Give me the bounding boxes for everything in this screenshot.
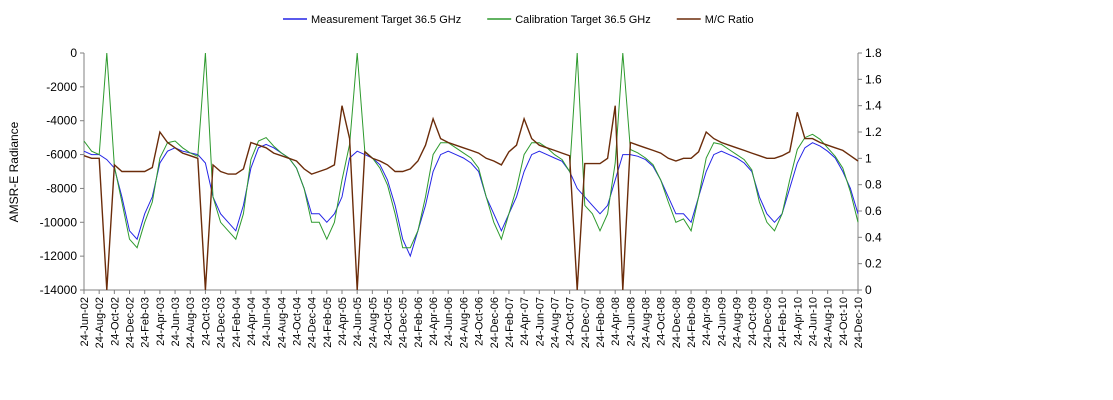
x-tick-label: 24-Dec-08 xyxy=(671,297,683,348)
x-tick-label: 24-Dec-05 xyxy=(398,297,410,348)
x-tick-label: 24-Oct-06 xyxy=(474,297,486,346)
x-tick-label: 24-Feb-03 xyxy=(140,297,152,348)
x-tick-label: 24-Apr-06 xyxy=(428,297,440,346)
series-line xyxy=(83,105,859,291)
y-tick-label: -8000 xyxy=(46,181,77,195)
y-tick-label: -12000 xyxy=(40,249,78,263)
x-tick-label: 24-Aug-06 xyxy=(458,297,470,348)
y-tick-label: -4000 xyxy=(46,114,77,128)
x-tick-label: 24-Apr-04 xyxy=(246,297,258,346)
y2-tick-label: 1 xyxy=(865,151,872,165)
y-tick-label: -14000 xyxy=(40,283,78,297)
x-tick-label: 24-Oct-02 xyxy=(109,297,121,346)
x-tick-label: 24-Dec-09 xyxy=(762,297,774,348)
x-tick-label: 24-Jun-04 xyxy=(261,297,273,347)
x-tick-label: 24-Feb-07 xyxy=(504,297,516,348)
x-tick-label: 24-Aug-10 xyxy=(823,297,835,348)
x-tick-label: 24-Oct-04 xyxy=(291,297,303,346)
legend-label: Measurement Target 36.5 GHz xyxy=(311,14,461,26)
x-tick-label: 24-Dec-04 xyxy=(307,297,319,348)
x-tick-label: 24-Jun-10 xyxy=(807,297,819,347)
x-tick-label: 24-Jun-08 xyxy=(625,297,637,347)
x-tick-label: 24-Apr-08 xyxy=(610,297,622,346)
x-tick-label: 24-Feb-10 xyxy=(777,297,789,348)
y-tick-label: -10000 xyxy=(40,215,78,229)
y-axis-label: AMSR-E Radiance xyxy=(7,121,21,222)
x-tick-label: 24-Apr-07 xyxy=(519,297,531,346)
series-line xyxy=(83,52,859,249)
legend-label: M/C Ratio xyxy=(705,14,754,26)
x-tick-label: 24-Jun-09 xyxy=(716,297,728,347)
legend-label: Calibration Target 36.5 GHz xyxy=(515,14,651,26)
x-tick-label: 24-Feb-09 xyxy=(686,297,698,348)
x-tick-label: 24-Oct-09 xyxy=(747,297,759,346)
y2-tick-label: 0.4 xyxy=(865,230,882,244)
y2-tick-label: 1.6 xyxy=(865,72,882,86)
x-tick-label: 24-Aug-08 xyxy=(641,297,653,348)
x-tick-label: 24-Jun-07 xyxy=(534,297,546,347)
x-tick-label: 24-Jun-05 xyxy=(352,297,364,347)
x-tick-label: 24-Aug-02 xyxy=(94,297,106,348)
x-tick-label: 24-Jun-03 xyxy=(170,297,182,347)
x-tick-label: 24-Dec-02 xyxy=(125,297,137,348)
x-tick-label: 24-Apr-09 xyxy=(701,297,713,346)
y-tick-label: -2000 xyxy=(46,80,77,94)
x-tick-label: 24-Oct-03 xyxy=(200,297,212,346)
x-tick-label: 24-Oct-10 xyxy=(838,297,850,346)
y-tick-label: -6000 xyxy=(46,148,77,162)
y2-tick-label: 0.6 xyxy=(865,204,882,218)
x-tick-label: 24-Jun-02 xyxy=(79,297,91,347)
y2-tick-label: 0 xyxy=(865,283,872,297)
x-tick-label: 24-Dec-10 xyxy=(853,297,865,348)
x-tick-label: 24-Aug-04 xyxy=(276,297,288,348)
x-tick-label: 24-Dec-06 xyxy=(489,297,501,348)
x-tick-label: 24-Oct-05 xyxy=(383,297,395,346)
y2-tick-label: 1.2 xyxy=(865,125,882,139)
y-tick-label: 0 xyxy=(70,46,77,60)
x-tick-label: 24-Aug-03 xyxy=(185,297,197,348)
y2-tick-label: 0.2 xyxy=(865,257,882,271)
x-tick-label: 24-Jun-06 xyxy=(443,297,455,347)
y2-tick-label: 1.4 xyxy=(865,99,882,113)
y2-tick-label: 0.8 xyxy=(865,178,882,192)
x-tick-label: 24-Feb-04 xyxy=(231,297,243,348)
x-tick-label: 24-Aug-05 xyxy=(367,297,379,348)
x-tick-label: 24-Feb-06 xyxy=(413,297,425,348)
x-tick-label: 24-Feb-05 xyxy=(322,297,334,348)
x-tick-label: 24-Apr-05 xyxy=(337,297,349,346)
x-tick-label: 24-Aug-09 xyxy=(732,297,744,348)
x-tick-label: 24-Dec-07 xyxy=(580,297,592,348)
x-tick-label: 24-Apr-03 xyxy=(155,297,167,346)
y2-tick-label: 1.8 xyxy=(865,46,882,60)
x-tick-label: 24-Oct-08 xyxy=(656,297,668,346)
x-tick-label: 24-Feb-08 xyxy=(595,297,607,348)
x-tick-label: 24-Apr-10 xyxy=(792,297,804,346)
x-tick-label: 24-Oct-07 xyxy=(565,297,577,346)
x-tick-label: 24-Aug-07 xyxy=(549,297,561,348)
x-tick-label: 24-Dec-03 xyxy=(216,297,228,348)
